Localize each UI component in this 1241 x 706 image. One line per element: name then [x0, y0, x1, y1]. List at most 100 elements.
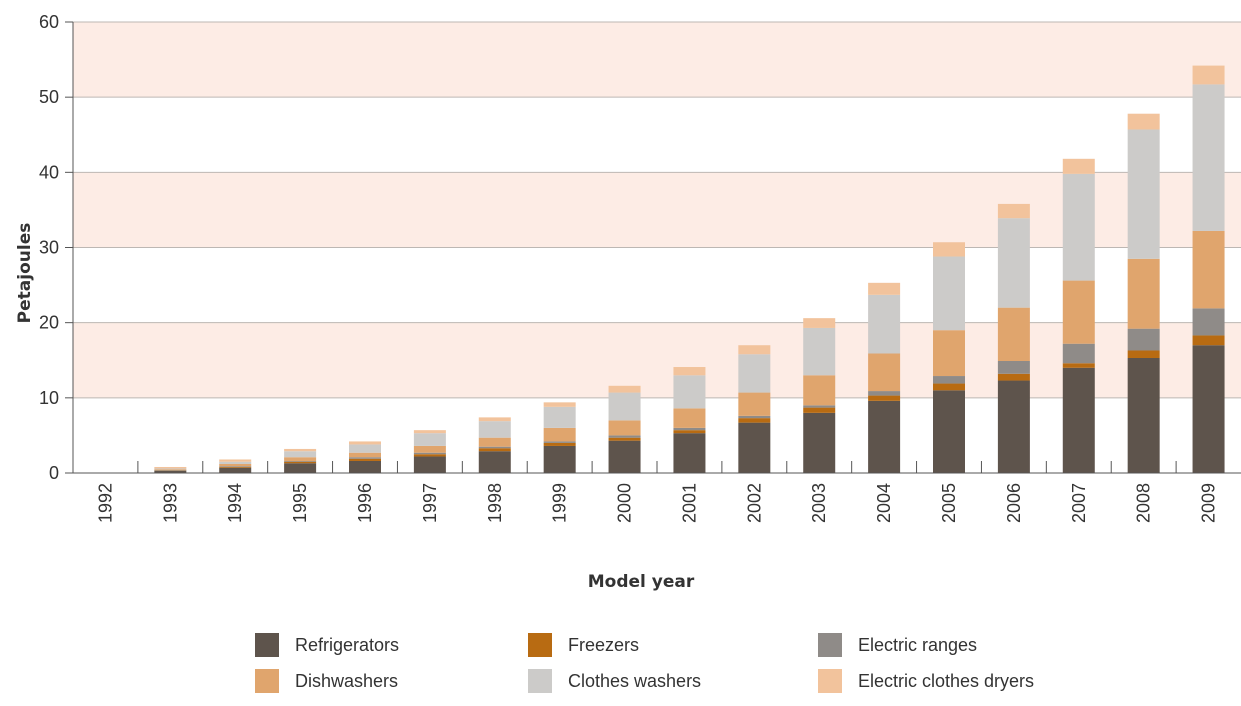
bar-segment — [219, 461, 252, 464]
bar-segment — [1062, 363, 1095, 368]
x-tick-label: 1996 — [355, 483, 375, 523]
bar-segment — [1062, 173, 1095, 281]
bar-segment — [738, 345, 771, 355]
bar-segment — [868, 282, 901, 295]
x-tick-labels: 1992 1993 1994 1995 1996 1997 1998 1999 2000 2001… — [95, 483, 1218, 523]
bar-segment — [478, 451, 511, 473]
bar-segment — [868, 353, 901, 392]
bar-segment — [1192, 230, 1225, 309]
bar-segment — [543, 441, 576, 443]
legend-label-freezers: Freezers — [568, 634, 640, 655]
bar-segment — [284, 451, 317, 458]
legend-item-dishwashers: Dishwashers — [255, 666, 398, 696]
bar-segment — [219, 467, 252, 473]
bar-segment — [933, 256, 965, 331]
bar-segment — [933, 376, 965, 384]
bar-segment — [1127, 258, 1160, 329]
x-axis-title: Model year — [588, 572, 695, 592]
legend-swatch-clothes-washers — [528, 669, 552, 693]
x-tick-label: 2003 — [809, 483, 829, 523]
legend: Refrigerators Freezers Electric ranges D… — [255, 626, 1155, 706]
bar-segment — [1127, 113, 1160, 130]
bar-segment — [608, 420, 641, 436]
legend-label-clothes-washers: Clothes washers — [568, 670, 702, 691]
bar-segment — [154, 470, 187, 473]
bar-segment — [933, 242, 965, 257]
x-tick-label: 1997 — [420, 483, 440, 523]
bar-segment — [219, 463, 252, 467]
bar-segment — [543, 427, 576, 442]
bar-segment — [478, 417, 511, 422]
y-tick-label: 10 — [39, 388, 59, 408]
gridlines — [73, 21, 1241, 399]
background-band — [73, 322, 1241, 398]
bars — [154, 65, 1225, 473]
y-tick-labels: 0 10 20 30 40 50 60 — [39, 12, 59, 483]
legend-swatch-refrigerators — [255, 633, 279, 657]
bar-segment — [478, 448, 511, 452]
bar-segment — [738, 418, 771, 423]
legend-swatch-dishwashers — [255, 669, 279, 693]
background-band — [73, 172, 1241, 248]
bar-segment — [219, 459, 252, 462]
x-tick-label: 2005 — [939, 483, 959, 523]
bar-segment — [673, 427, 706, 431]
legend-item-electric-ranges: Electric ranges — [818, 630, 977, 660]
bar-segment — [997, 218, 1030, 308]
axes — [65, 21, 1241, 474]
bar-segment — [1192, 335, 1225, 346]
bar-segment — [673, 367, 706, 376]
bar-segment — [933, 390, 965, 473]
bar-segment — [997, 307, 1030, 362]
bar-segment — [803, 405, 836, 408]
legend-swatch-electric-ranges — [818, 633, 842, 657]
bar-segment — [349, 457, 381, 459]
y-tick-label: 30 — [39, 238, 59, 258]
x-tick-label: 2004 — [874, 483, 894, 523]
x-tick-label: 2001 — [679, 483, 699, 523]
bar-segment — [284, 461, 317, 464]
bar-segment — [349, 441, 381, 445]
x-tick-label: 2007 — [1069, 483, 1089, 523]
bar-segment — [933, 330, 965, 377]
y-tick-label: 50 — [39, 87, 59, 107]
y-tick-label: 60 — [39, 12, 59, 32]
bar-segment — [997, 380, 1030, 473]
bar-segment — [738, 415, 771, 419]
x-tick-label: 2008 — [1134, 483, 1154, 523]
bar-segment — [284, 463, 317, 473]
x-tick-label: 1998 — [485, 483, 505, 523]
bar-segment — [1192, 65, 1225, 85]
bar-segment — [803, 412, 836, 473]
bar-segment — [413, 445, 446, 453]
bar-segment — [608, 440, 641, 473]
legend-swatch-electric-clothes-dryers — [818, 669, 842, 693]
bar-segment — [933, 383, 965, 391]
legend-item-freezers: Freezers — [528, 630, 639, 660]
bar-segment — [543, 445, 576, 473]
bar-segment — [543, 406, 576, 428]
x-tick-label: 2009 — [1199, 483, 1219, 523]
x-tick-label: 1999 — [550, 483, 570, 523]
bar-segment — [284, 460, 317, 462]
bar-segment — [1192, 345, 1225, 473]
bar-segment — [543, 402, 576, 407]
x-tick-label: 1994 — [225, 483, 245, 523]
bar-segment — [154, 469, 187, 470]
x-tick-label: 1993 — [160, 483, 180, 523]
bar-segment — [803, 375, 836, 406]
x-tick-label: 2006 — [1004, 483, 1024, 523]
bar-segment — [1062, 343, 1095, 364]
bar-segment — [413, 456, 446, 473]
bar-segment — [608, 385, 641, 393]
x-tick-label: 1992 — [95, 483, 115, 523]
y-tick-label: 20 — [39, 313, 59, 333]
bar-segment — [868, 395, 901, 401]
bar-segment — [1192, 84, 1225, 231]
legend-label-dishwashers: Dishwashers — [295, 670, 399, 691]
x-tick-label: 2000 — [615, 483, 635, 523]
bar-segment — [738, 392, 771, 416]
bar-segment — [413, 433, 446, 446]
bar-segment — [608, 435, 641, 438]
legend-label-refrigerators: Refrigerators — [295, 634, 400, 655]
